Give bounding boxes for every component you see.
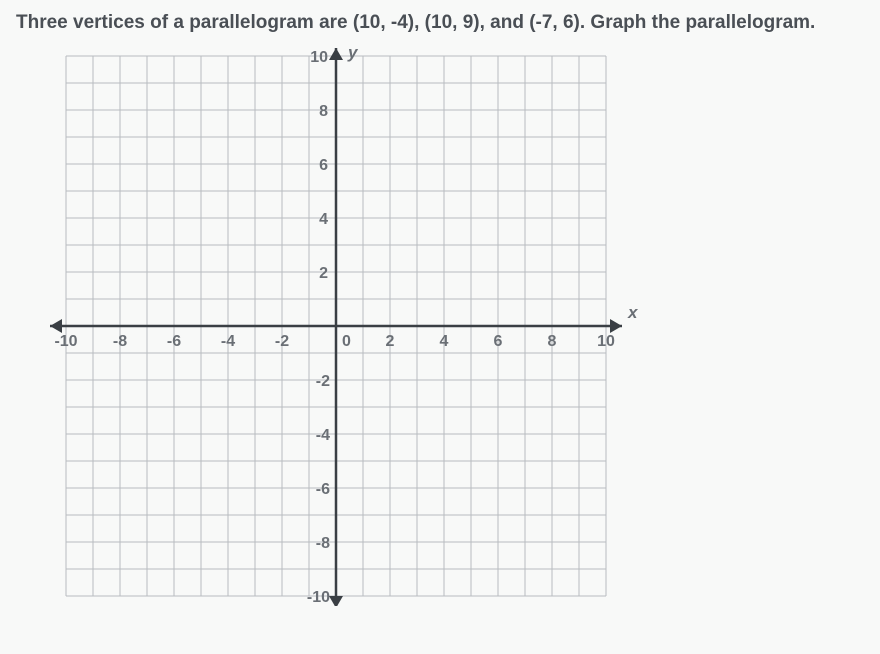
svg-text:2: 2 [319,265,328,282]
svg-text:-2: -2 [275,333,289,350]
coordinate-grid[interactable]: y x -10 -8 -6 -4 -2 0 2 4 6 8 10 2 4 6 8 10 -2 -4 -6 -8 -10 [26,46,686,606]
page-container: Three vertices of a parallelogram are (1… [0,0,880,654]
svg-text:6: 6 [319,157,328,174]
svg-text:6: 6 [494,333,503,350]
svg-text:-8: -8 [316,535,330,552]
svg-text:-10: -10 [307,589,330,606]
svg-text:4: 4 [440,333,449,350]
svg-text:2: 2 [386,333,395,350]
svg-text:4: 4 [319,211,328,228]
svg-text:8: 8 [548,333,557,350]
svg-text:x: x [627,303,639,322]
svg-text:-4: -4 [221,333,235,350]
graph-area[interactable]: y x -10 -8 -6 -4 -2 0 2 4 6 8 10 2 4 6 8 10 -2 -4 -6 -8 -10 [26,46,686,606]
svg-text:8: 8 [319,103,328,120]
svg-text:10: 10 [597,333,615,350]
question-text: Three vertices of a parallelogram are (1… [16,12,864,34]
svg-text:-4: -4 [316,427,330,444]
svg-text:-2: -2 [316,373,330,390]
svg-text:0: 0 [342,333,351,350]
svg-text:10: 10 [310,49,328,66]
svg-text:-10: -10 [54,333,77,350]
svg-text:-6: -6 [167,333,181,350]
svg-text:-6: -6 [316,481,330,498]
svg-text:-8: -8 [113,333,127,350]
svg-text:y: y [347,46,359,62]
